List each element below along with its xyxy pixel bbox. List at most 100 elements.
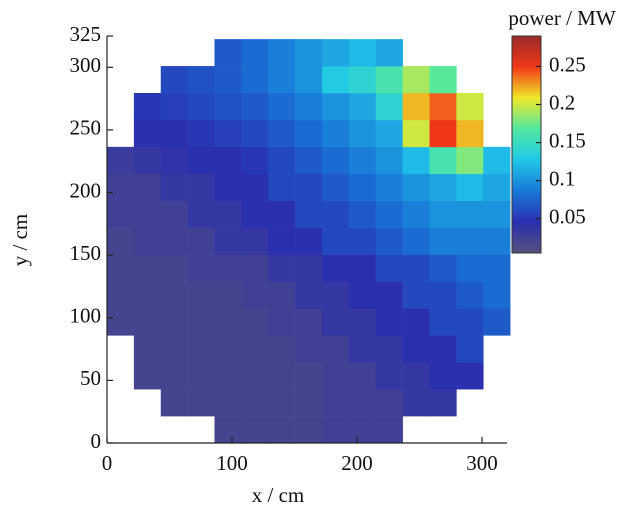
- heatmap-cell: [295, 389, 323, 417]
- heatmap-cell: [133, 362, 162, 390]
- heatmap-cell: [322, 389, 350, 417]
- heatmap-cell: [456, 92, 484, 121]
- heatmap-cell: [187, 362, 215, 390]
- heatmap-cell: [133, 254, 162, 282]
- heatmap-cell: [348, 281, 377, 309]
- heatmap-cell: [375, 416, 403, 444]
- heatmap-cell: [295, 146, 323, 175]
- y-tick-label: 200: [70, 178, 102, 202]
- heatmap-cell: [483, 308, 511, 336]
- heatmap-cell: [133, 119, 162, 148]
- heatmap-cell: [133, 335, 162, 363]
- heatmap-cell: [187, 335, 215, 363]
- heatmap-cell: [107, 146, 135, 175]
- heatmap-cell: [187, 254, 215, 282]
- heatmap-cell: [322, 173, 350, 201]
- heatmap-cell: [187, 66, 215, 94]
- heatmap-cell: [268, 308, 296, 336]
- x-tick-label: 100: [216, 451, 248, 475]
- heatmap-cell: [160, 227, 188, 255]
- heatmap-cell: [214, 389, 242, 417]
- heatmap-cell: [295, 227, 323, 255]
- heatmap-cell: [456, 362, 484, 390]
- heatmap-cell: [241, 308, 269, 336]
- heatmap-cell: [214, 227, 242, 255]
- heatmap-cell: [348, 200, 377, 228]
- colorbar-tick-label: 0.05: [549, 205, 586, 229]
- heatmap-cell: [214, 335, 242, 363]
- y-tick-label: 100: [70, 304, 102, 328]
- heatmap-cell: [214, 281, 242, 309]
- colorbar-tick-label: 0.15: [549, 128, 586, 152]
- heatmap-cell: [348, 335, 377, 363]
- heatmap-cell: [295, 92, 323, 121]
- heatmap-cell: [456, 200, 484, 228]
- heatmap-cell: [160, 173, 188, 201]
- heatmap-cell: [268, 92, 296, 121]
- heatmap-cell: [214, 308, 242, 336]
- heatmap-cell: [241, 39, 269, 67]
- heatmap-cell: [456, 119, 484, 148]
- heatmap-cell: [187, 200, 215, 228]
- heatmap-cell: [187, 92, 215, 121]
- heatmap-cell: [429, 362, 457, 390]
- heatmap-cell: [295, 200, 323, 228]
- heatmap-cell: [214, 146, 242, 175]
- heatmap-cell: [133, 173, 162, 201]
- heatmap-cell: [348, 92, 377, 121]
- heatmap-cell: [107, 173, 135, 201]
- heatmap-cell: [456, 254, 484, 282]
- heatmap-cell: [322, 254, 350, 282]
- heatmap-cell: [268, 173, 296, 201]
- heatmap-cell: [107, 308, 135, 336]
- heatmap-cell: [322, 308, 350, 336]
- heatmap-cell: [375, 335, 403, 363]
- heatmap-cell: [348, 254, 377, 282]
- heatmap-cell: [133, 227, 162, 255]
- heatmap-cell: [348, 119, 377, 148]
- heatmap-cell: [429, 173, 457, 201]
- y-tick-label: 325: [70, 22, 102, 46]
- heatmap-cell: [214, 66, 242, 94]
- heatmap-cell: [241, 254, 269, 282]
- heatmap-cell: [429, 308, 457, 336]
- x-axis-label: x / cm: [252, 483, 305, 507]
- heatmap-cell: [348, 173, 377, 201]
- heatmap-cell: [268, 200, 296, 228]
- y-tick-label: 300: [70, 53, 102, 77]
- heatmap-cell: [133, 92, 162, 121]
- heatmap-cell: [429, 66, 457, 94]
- heatmap-cell: [160, 254, 188, 282]
- colorbar-tick-label: 0.25: [549, 52, 586, 76]
- heatmap-cell: [133, 281, 162, 309]
- heatmap-cell: [160, 92, 188, 121]
- heatmap-cell: [160, 389, 188, 417]
- heatmap-cell: [268, 66, 296, 94]
- heatmap-cell: [295, 335, 323, 363]
- heatmap-cell: [375, 119, 403, 148]
- heatmap-cell: [429, 92, 457, 121]
- heatmap-cell: [402, 254, 430, 282]
- heatmap-cell: [241, 416, 269, 444]
- heatmap-cell: [402, 173, 430, 201]
- heatmap-cell: [133, 200, 162, 228]
- colorbar-label: power / MW: [508, 6, 615, 30]
- heatmap-cell: [107, 227, 135, 255]
- heatmap-cell: [483, 200, 511, 228]
- heatmap-cell: [241, 227, 269, 255]
- heatmap-cell: [295, 308, 323, 336]
- heatmap-cell: [295, 362, 323, 390]
- heatmap-cell: [375, 146, 403, 175]
- heatmap-cell: [348, 39, 377, 67]
- y-tick-label: 150: [70, 241, 102, 265]
- heatmap-cell: [483, 173, 511, 201]
- heatmap-cell: [241, 389, 269, 417]
- heatmap-cell: [268, 362, 296, 390]
- heatmap-cell: [375, 200, 403, 228]
- heatmap-cell: [322, 362, 350, 390]
- y-axis-label: y / cm: [8, 214, 32, 267]
- heatmap-cell: [348, 227, 377, 255]
- x-tick-label: 300: [466, 451, 498, 475]
- heatmap-cell: [429, 227, 457, 255]
